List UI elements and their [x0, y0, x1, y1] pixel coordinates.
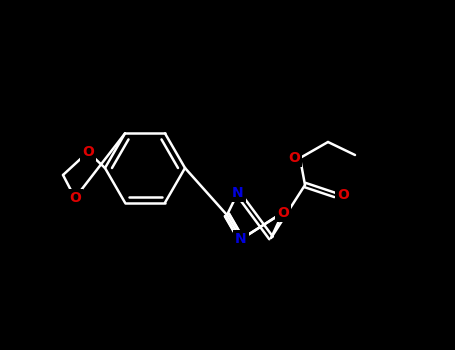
Text: O: O [337, 188, 349, 202]
Text: O: O [277, 205, 289, 219]
Text: N: N [232, 186, 243, 200]
Text: O: O [69, 191, 81, 205]
Text: O: O [288, 151, 300, 165]
Text: O: O [82, 145, 94, 159]
Text: N: N [235, 232, 247, 246]
